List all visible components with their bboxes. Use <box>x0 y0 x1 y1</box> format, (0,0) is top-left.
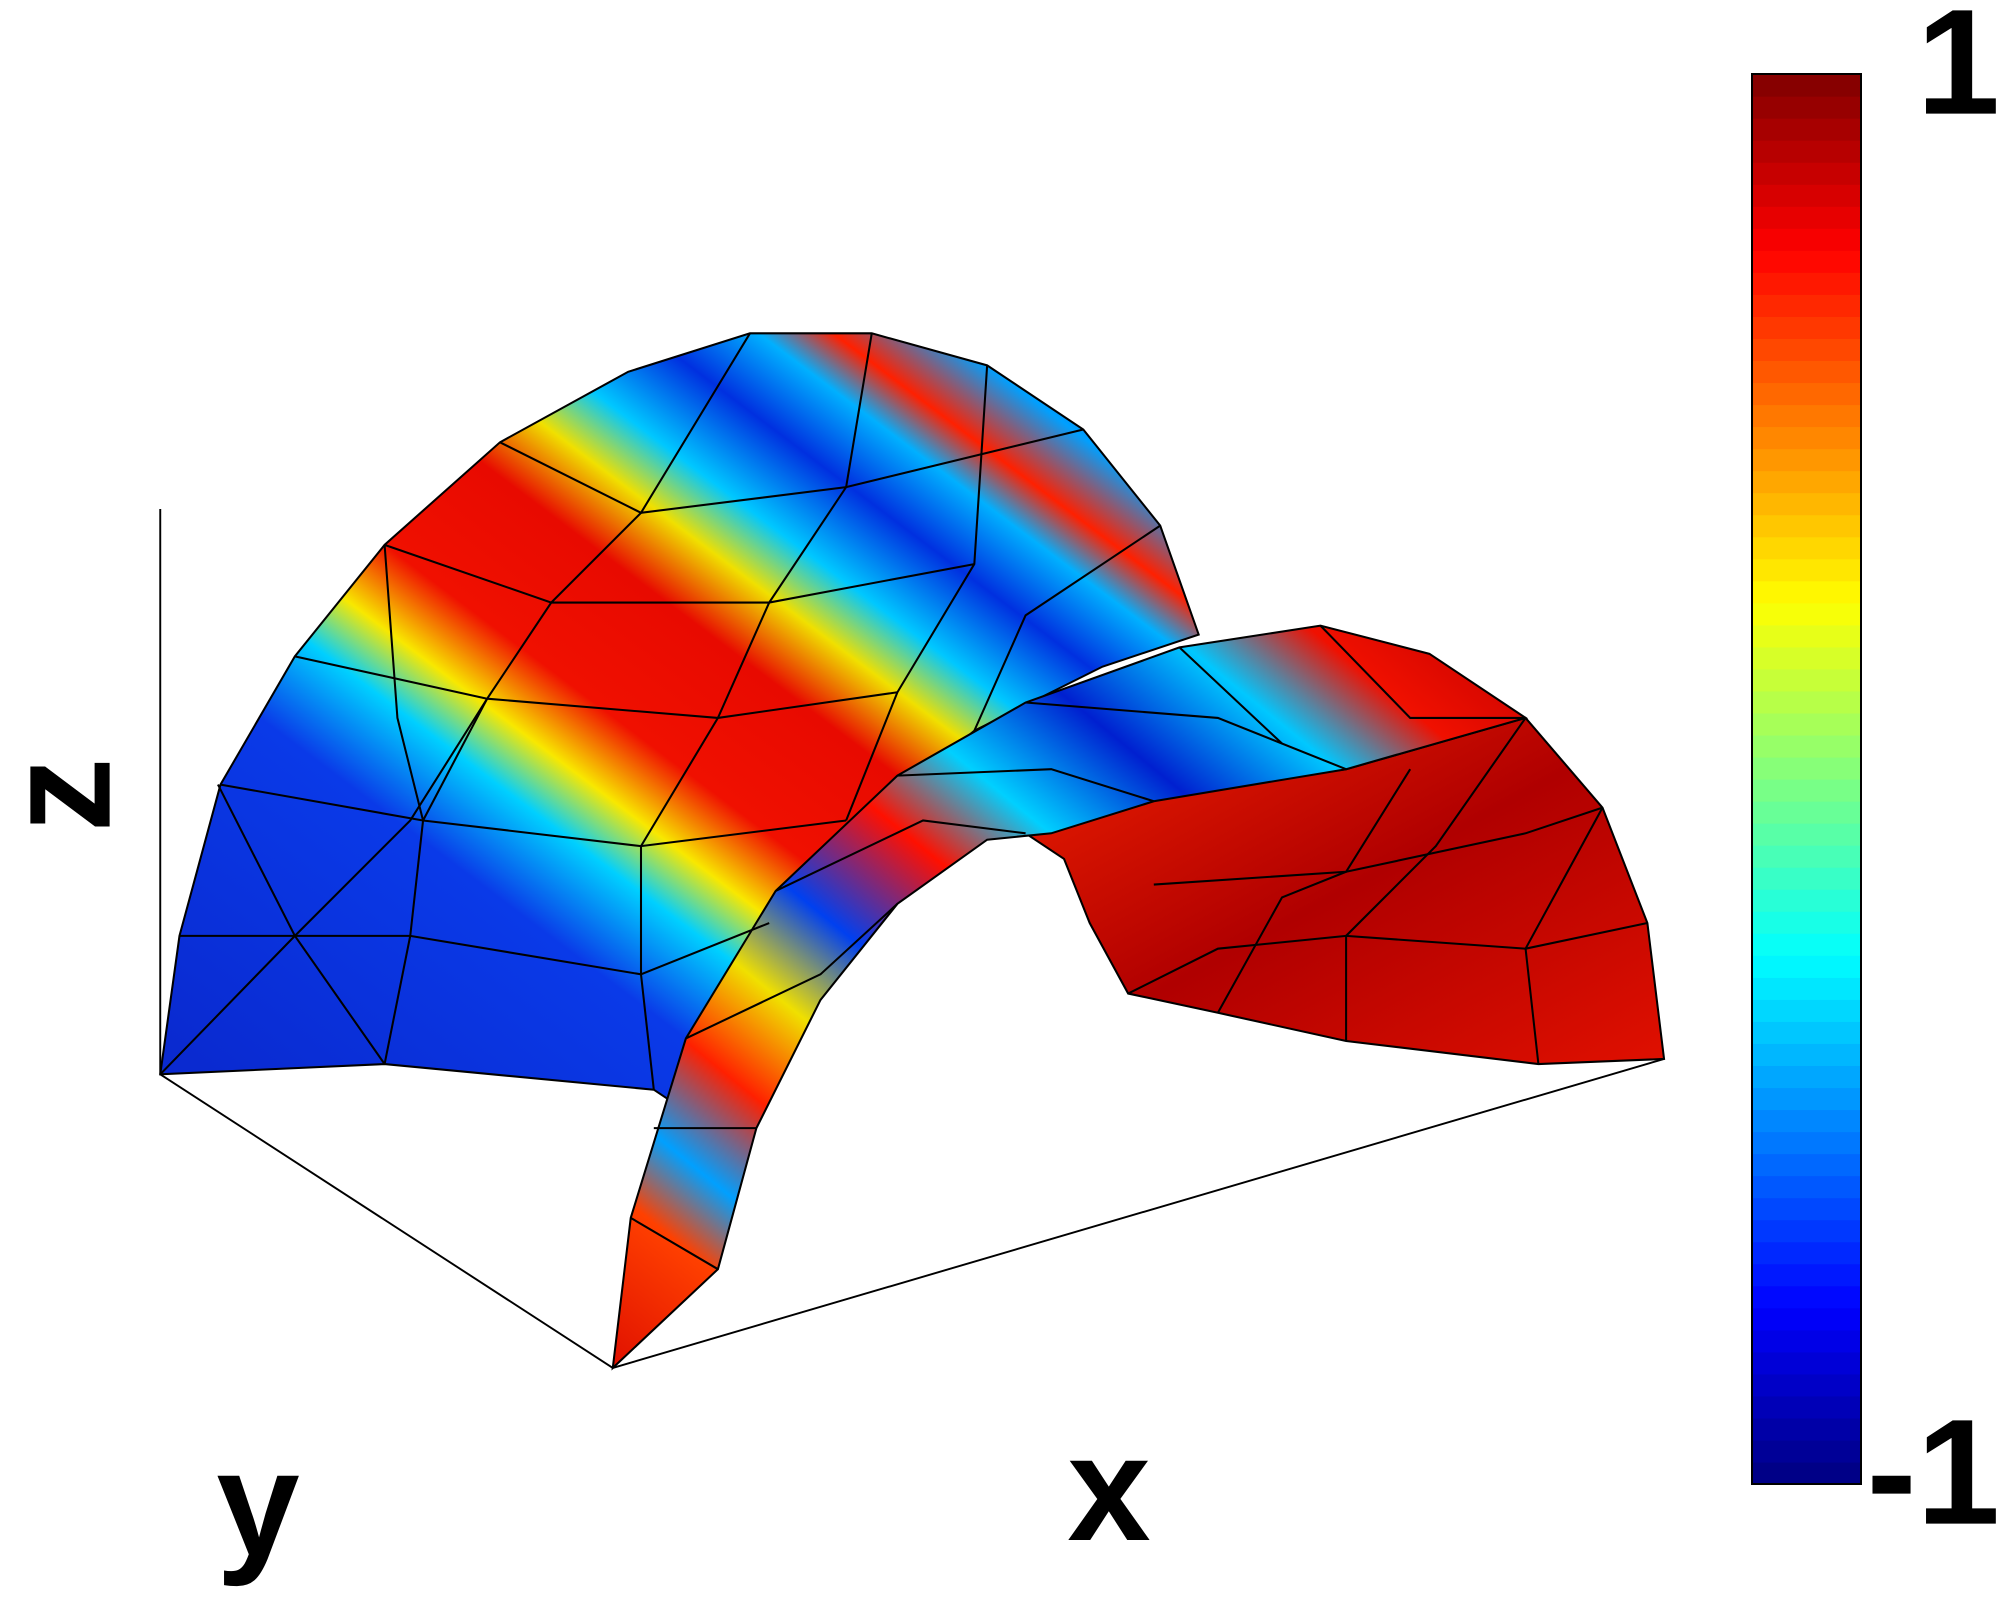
colorbar-band <box>1752 1197 1861 1221</box>
colorbar-band <box>1752 1417 1861 1441</box>
colorbar-band <box>1752 1329 1861 1353</box>
colorbar-band <box>1752 1263 1861 1287</box>
colorbar-band <box>1752 140 1861 163</box>
colorbar-band <box>1752 1395 1861 1419</box>
colorbar-band <box>1752 712 1861 736</box>
colorbar-band <box>1752 294 1861 317</box>
colorbar-band <box>1752 999 1861 1022</box>
colorbar-band <box>1752 360 1861 384</box>
colorbar-band <box>1752 955 1861 978</box>
colorbar-band <box>1752 646 1861 670</box>
colorbar-band <box>1752 602 1861 626</box>
colorbar-band <box>1752 1043 1861 1067</box>
colorbar-band <box>1752 1461 1861 1485</box>
colorbar-band <box>1752 690 1861 714</box>
colorbar-band <box>1752 933 1861 956</box>
colorbar: -1 1 <box>1751 0 2000 1556</box>
colorbar-band <box>1752 228 1861 251</box>
colorbar-band <box>1752 250 1861 273</box>
colorbar-frame <box>1751 73 1862 1485</box>
y-axis-label: y <box>216 1419 299 1587</box>
colorbar-band <box>1752 470 1861 494</box>
axis-line <box>612 1058 1665 1369</box>
colorbar-band <box>1752 162 1861 185</box>
colorbar-band <box>1752 206 1861 229</box>
colorbar-band <box>1752 668 1861 692</box>
colorbar-band <box>1752 1131 1861 1155</box>
colorbar-band <box>1752 558 1861 582</box>
colorbar-band <box>1752 756 1861 780</box>
colorbar-band <box>1752 96 1861 119</box>
colorbar-band <box>1752 118 1861 141</box>
colorbar-band <box>1752 338 1861 362</box>
colorbar-tick-label: 1 <box>1917 0 2000 146</box>
colorbar-band <box>1752 624 1861 648</box>
colorbar-band <box>1752 382 1861 406</box>
colorbar-band <box>1752 1373 1861 1397</box>
axis-line <box>159 1073 614 1369</box>
colorbar-band <box>1752 845 1861 868</box>
colorbar-band <box>1752 1285 1861 1309</box>
colorbar-band <box>1752 1219 1861 1243</box>
colorbar-band <box>1752 404 1861 428</box>
x-axis-label: x <box>1067 1404 1150 1572</box>
colorbar-band <box>1752 801 1861 824</box>
colorbar-band <box>1752 514 1861 538</box>
colorbar-band <box>1752 1153 1861 1177</box>
colorbar-band <box>1752 1065 1861 1089</box>
mesh <box>159 332 1648 1271</box>
colorbar-band <box>1752 580 1861 604</box>
colorbar-band <box>1752 1109 1861 1133</box>
colorbar-band <box>1752 779 1861 802</box>
colorbar-band <box>1752 1241 1861 1265</box>
colorbar-tick-label: -1 <box>1867 1388 2000 1556</box>
colorbar-band <box>1752 492 1861 516</box>
colorbar-band <box>1752 911 1861 934</box>
colorbar-band <box>1752 977 1861 1000</box>
colorbar-band <box>1752 184 1861 207</box>
colorbar-band <box>1752 448 1861 472</box>
surface <box>159 332 1666 1371</box>
colorbar-band <box>1752 1351 1861 1375</box>
colorbar-band <box>1752 1439 1861 1463</box>
colorbar-band <box>1752 1307 1861 1331</box>
colorbar-band <box>1752 867 1861 890</box>
colorbar-band <box>1752 1087 1861 1111</box>
colorbar-band <box>1752 74 1861 97</box>
colorbar-band <box>1752 426 1861 450</box>
z-axis-label: z <box>0 758 142 833</box>
colorbar-band <box>1752 1175 1861 1199</box>
colorbar-band <box>1752 272 1861 295</box>
colorbar-band <box>1752 889 1861 912</box>
colorbar-band <box>1752 1021 1861 1044</box>
colorbar-band <box>1752 823 1861 846</box>
colorbar-band <box>1752 734 1861 758</box>
colorbar-band <box>1752 536 1861 560</box>
colorbar-band <box>1752 316 1861 339</box>
